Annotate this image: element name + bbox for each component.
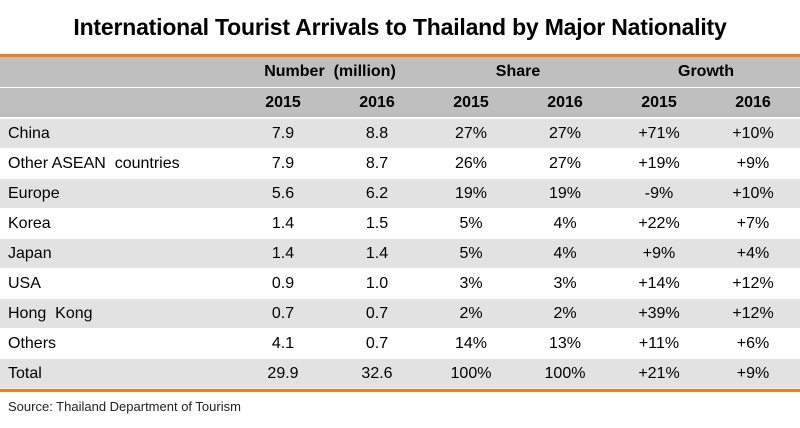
cell-growth-2015: +9% — [612, 238, 706, 269]
cell-number-2015: 4.1 — [236, 328, 330, 359]
cell-share-2015: 5% — [424, 238, 518, 269]
cell-share-2016: 19% — [518, 178, 612, 209]
cell-growth-2016: +7% — [706, 208, 800, 239]
cell-growth-2015: +19% — [612, 148, 706, 179]
table-row: Europe 5.6 6.2 19% 19% -9% +10% — [0, 178, 800, 209]
cell-number-2016: 1.5 — [330, 208, 424, 239]
cell-growth-2015: -9% — [612, 178, 706, 209]
header-blank — [0, 57, 236, 88]
cell-share-2015: 2% — [424, 298, 518, 329]
cell-share-2016: 3% — [518, 268, 612, 299]
row-label: Hong Kong — [0, 298, 236, 329]
cell-share-2015: 26% — [424, 148, 518, 179]
row-label: Other ASEAN countries — [0, 148, 236, 179]
row-label: Europe — [0, 178, 236, 209]
cell-growth-2016: +10% — [706, 178, 800, 209]
header-year: 2015 — [612, 87, 706, 119]
header-row-groups: Number (million) Share Growth — [0, 57, 800, 88]
cell-share-2016: 13% — [518, 328, 612, 359]
cell-number-2016: 8.7 — [330, 148, 424, 179]
cell-number-2016: 0.7 — [330, 328, 424, 359]
top-accent-rule — [0, 54, 800, 57]
cell-share-2015: 27% — [424, 118, 518, 149]
cell-growth-2016: +12% — [706, 268, 800, 299]
cell-growth-2016: +4% — [706, 238, 800, 269]
cell-number-2016: 32.6 — [330, 358, 424, 389]
row-label: USA — [0, 268, 236, 299]
bottom-accent-rule — [0, 389, 800, 392]
cell-share-2015: 5% — [424, 208, 518, 239]
cell-number-2015: 5.6 — [236, 178, 330, 209]
cell-number-2016: 0.7 — [330, 298, 424, 329]
cell-number-2016: 8.8 — [330, 118, 424, 149]
header-year: 2016 — [706, 87, 800, 119]
cell-share-2016: 27% — [518, 148, 612, 179]
header-row-years: 2015 2016 2015 2016 2015 2016 — [0, 87, 800, 119]
cell-growth-2015: +39% — [612, 298, 706, 329]
row-label: Others — [0, 328, 236, 359]
row-label: China — [0, 118, 236, 149]
cell-growth-2015: +71% — [612, 118, 706, 149]
header-year: 2015 — [424, 87, 518, 119]
cell-share-2016: 4% — [518, 208, 612, 239]
row-label: Total — [0, 358, 236, 389]
table-row: Korea 1.4 1.5 5% 4% +22% +7% — [0, 208, 800, 239]
cell-growth-2016: +12% — [706, 298, 800, 329]
cell-growth-2016: +6% — [706, 328, 800, 359]
cell-number-2015: 1.4 — [236, 208, 330, 239]
cell-growth-2016: +9% — [706, 148, 800, 179]
table-row: China 7.9 8.8 27% 27% +71% +10% — [0, 118, 800, 149]
cell-share-2016: 27% — [518, 118, 612, 149]
header-year: 2015 — [236, 87, 330, 119]
cell-share-2016: 2% — [518, 298, 612, 329]
cell-growth-2015: +11% — [612, 328, 706, 359]
cell-share-2015: 14% — [424, 328, 518, 359]
cell-growth-2015: +21% — [612, 358, 706, 389]
header-blank — [0, 87, 236, 119]
cell-growth-2016: +9% — [706, 358, 800, 389]
table-title: International Tourist Arrivals to Thaila… — [73, 14, 727, 40]
table-row: Hong Kong 0.7 0.7 2% 2% +39% +12% — [0, 298, 800, 329]
cell-number-2015: 29.9 — [236, 358, 330, 389]
cell-number-2015: 1.4 — [236, 238, 330, 269]
cell-share-2016: 100% — [518, 358, 612, 389]
table-row: Japan 1.4 1.4 5% 4% +9% +4% — [0, 238, 800, 269]
cell-growth-2016: +10% — [706, 118, 800, 149]
cell-growth-2015: +14% — [612, 268, 706, 299]
cell-number-2015: 7.9 — [236, 118, 330, 149]
row-label: Japan — [0, 238, 236, 269]
cell-number-2015: 0.7 — [236, 298, 330, 329]
table-row-total: Total 29.9 32.6 100% 100% +21% +9% — [0, 358, 800, 389]
cell-number-2016: 1.4 — [330, 238, 424, 269]
source-note: Source: Thailand Department of Tourism — [8, 399, 241, 414]
header-year: 2016 — [330, 87, 424, 119]
cell-number-2015: 7.9 — [236, 148, 330, 179]
table-row: Others 4.1 0.7 14% 13% +11% +6% — [0, 328, 800, 359]
table-row: USA 0.9 1.0 3% 3% +14% +12% — [0, 268, 800, 299]
cell-share-2016: 4% — [518, 238, 612, 269]
cell-share-2015: 19% — [424, 178, 518, 209]
cell-growth-2015: +22% — [612, 208, 706, 239]
row-label: Korea — [0, 208, 236, 239]
header-group-growth: Growth — [612, 57, 800, 88]
cell-number-2016: 6.2 — [330, 178, 424, 209]
cell-number-2015: 0.9 — [236, 268, 330, 299]
header-year: 2016 — [518, 87, 612, 119]
header-group-share: Share — [424, 57, 612, 88]
cell-number-2016: 1.0 — [330, 268, 424, 299]
table-row: Other ASEAN countries 7.9 8.7 26% 27% +1… — [0, 148, 800, 179]
cell-share-2015: 100% — [424, 358, 518, 389]
header-group-number: Number (million) — [236, 57, 424, 88]
tourist-arrivals-table: Number (million) Share Growth 2015 2016 … — [0, 57, 800, 389]
cell-share-2015: 3% — [424, 268, 518, 299]
